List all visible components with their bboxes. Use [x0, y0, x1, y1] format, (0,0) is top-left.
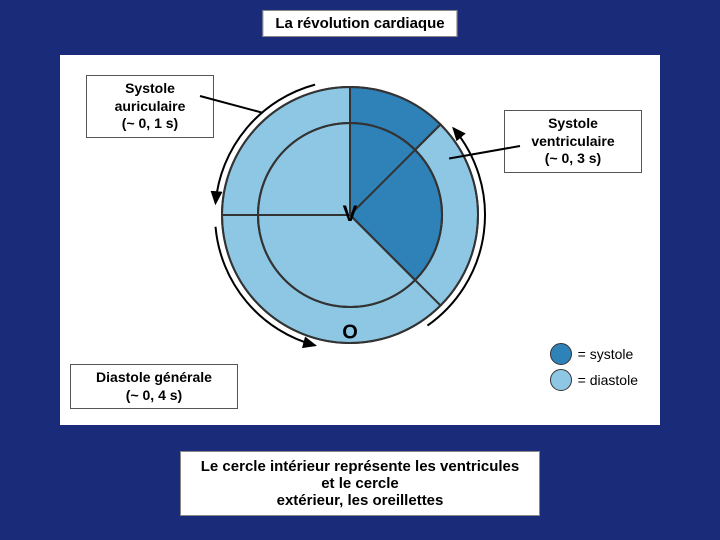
cardiac-cycle-chart: VO [200, 65, 500, 365]
diagram-panel: VO Systole auriculaire (~ 0, 1 s) Systol… [60, 55, 660, 425]
legend-text-systole: = systole [578, 346, 634, 362]
page-title: La révolution cardiaque [262, 10, 457, 37]
legend-swatch-diastole [550, 369, 572, 391]
label-diastole-generale: Diastole générale (~ 0, 4 s) [70, 364, 238, 409]
legend-swatch-systole [550, 343, 572, 365]
legend: = systole = diastole [550, 339, 638, 395]
svg-text:V: V [343, 201, 358, 226]
caption: Le cercle intérieur représente les ventr… [180, 451, 540, 516]
svg-text:O: O [342, 321, 358, 343]
label-systole-auriculaire: Systole auriculaire (~ 0, 1 s) [86, 75, 214, 138]
legend-row-diastole: = diastole [550, 369, 638, 391]
legend-row-systole: = systole [550, 343, 638, 365]
legend-text-diastole: = diastole [578, 372, 638, 388]
label-systole-ventriculaire: Systole ventriculaire (~ 0, 3 s) [504, 110, 642, 173]
